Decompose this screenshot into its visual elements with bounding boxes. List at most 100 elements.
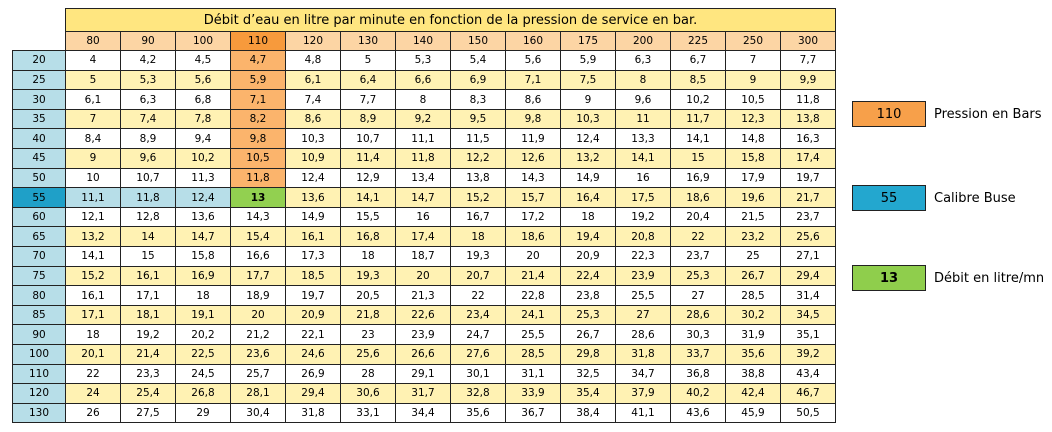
- cell: 9: [560, 89, 616, 110]
- cell: 14,1: [615, 148, 671, 169]
- cell: 9,6: [120, 148, 176, 169]
- cell: 4,8: [285, 50, 341, 71]
- cell: 16,9: [670, 167, 726, 189]
- table-title: Débit d’eau en litre par minute en fonct…: [65, 8, 836, 32]
- row-label: 45: [12, 148, 66, 169]
- legend-swatch: 13: [852, 265, 926, 291]
- cell: 16: [615, 167, 671, 189]
- cell: 32,8: [450, 383, 506, 404]
- cell: 14,9: [285, 206, 341, 228]
- cell: 18: [175, 285, 231, 306]
- corner: [13, 9, 66, 32]
- cell: 8,2: [230, 108, 286, 130]
- cell: 22,4: [560, 265, 616, 287]
- row-label: 25: [12, 69, 66, 91]
- cell: 31,1: [505, 363, 561, 385]
- row-label: 130: [12, 402, 66, 424]
- cell: 36,7: [505, 402, 561, 424]
- cell: 9,8: [230, 128, 286, 150]
- column-header: 140: [395, 30, 451, 52]
- cell: 22: [450, 285, 506, 306]
- cell: 20,9: [560, 246, 616, 267]
- cell: 21,7: [780, 187, 836, 208]
- cell: 16,3: [780, 128, 836, 150]
- legend-item: 110 Pression en Bars: [852, 101, 1042, 127]
- row-label: 85: [12, 304, 66, 326]
- column-header: 225: [670, 30, 726, 52]
- cell: 36,8: [670, 363, 726, 385]
- cell: 29,4: [780, 265, 836, 287]
- cell: 10,2: [670, 89, 726, 110]
- cell: 13,6: [285, 187, 341, 208]
- row-label: 20: [12, 50, 66, 71]
- cell: 21,2: [230, 324, 286, 345]
- cell: 4: [65, 50, 121, 71]
- cell: 12,4: [285, 167, 341, 189]
- cell: 11,8: [780, 89, 836, 110]
- cell: 20,7: [450, 265, 506, 287]
- cell: 17,4: [395, 226, 451, 248]
- cell: 9,8: [505, 108, 561, 130]
- cell: 6,9: [450, 69, 506, 91]
- cell: 11,3: [175, 167, 231, 189]
- cell: 23,7: [670, 246, 726, 267]
- column-header: 300: [780, 30, 836, 52]
- cell: 18: [340, 246, 396, 267]
- cell: 19,1: [175, 304, 231, 326]
- cell: 16,1: [65, 285, 121, 306]
- cell: 17,7: [230, 265, 286, 287]
- cell: 6,1: [285, 69, 341, 91]
- cell: 18: [560, 206, 616, 228]
- cell: 18,6: [505, 226, 561, 248]
- cell: 27: [670, 285, 726, 306]
- cell: 14,1: [65, 246, 121, 267]
- cell: 34,7: [615, 363, 671, 385]
- cell: 9,5: [450, 108, 506, 130]
- cell: 31,9: [725, 324, 781, 345]
- cell: 21,4: [505, 265, 561, 287]
- cell: 24: [65, 383, 121, 404]
- cell: 33,1: [340, 402, 396, 424]
- cell: 9,9: [780, 69, 836, 91]
- cell: 30,1: [450, 363, 506, 385]
- cell: 23,4: [450, 304, 506, 326]
- cell: 18: [450, 226, 506, 248]
- cell: 27,5: [120, 402, 176, 424]
- cell: 16,6: [230, 246, 286, 267]
- cell: 9,6: [615, 89, 671, 110]
- cell: 34,4: [395, 402, 451, 424]
- column-header: 150: [450, 30, 506, 52]
- cell: 6,6: [395, 69, 451, 91]
- cell: 32,5: [560, 363, 616, 385]
- cell: 12,4: [175, 187, 231, 208]
- cell: 4,7: [230, 50, 286, 71]
- cell: 11,1: [65, 187, 121, 208]
- row-label: 55: [12, 187, 66, 208]
- row-label: 120: [12, 383, 66, 404]
- cell: 14,8: [725, 128, 781, 150]
- cell: 27,6: [450, 344, 506, 365]
- cell: 14,1: [670, 128, 726, 150]
- cell: 11,1: [395, 128, 451, 150]
- row-label: 100: [12, 344, 66, 365]
- data-row: 85 17,1 18,1 19,1 20 20,9 21,8 22,6 23,4 24,1 25,3…: [12, 304, 836, 326]
- row-label: 40: [12, 128, 66, 150]
- cell: 5,4: [450, 50, 506, 71]
- legend-label: Débit en litre/mn: [934, 270, 1045, 286]
- cell: 30,6: [340, 383, 396, 404]
- data-row: 50 10 10,7 11,3 11,8 12,4 12,9 13,4 13,8 14,3 14,9…: [12, 167, 836, 189]
- cell: 7,8: [175, 108, 231, 130]
- cell: 8,4: [65, 128, 121, 150]
- cell: 24,5: [175, 363, 231, 385]
- cell: 28,6: [615, 324, 671, 345]
- cell: 22,3: [615, 246, 671, 267]
- cell: 8,9: [120, 128, 176, 150]
- cell: 7,4: [120, 108, 176, 130]
- cell: 15,2: [65, 265, 121, 287]
- cell: 23,2: [725, 226, 781, 248]
- cell: 35,1: [780, 324, 836, 345]
- data-row: 90 18 19,2 20,2 21,2 22,1 23 23,9 24,7 25,5 26,7 28…: [12, 324, 836, 345]
- cell: 25,6: [780, 226, 836, 248]
- cell: 11,8: [120, 187, 176, 208]
